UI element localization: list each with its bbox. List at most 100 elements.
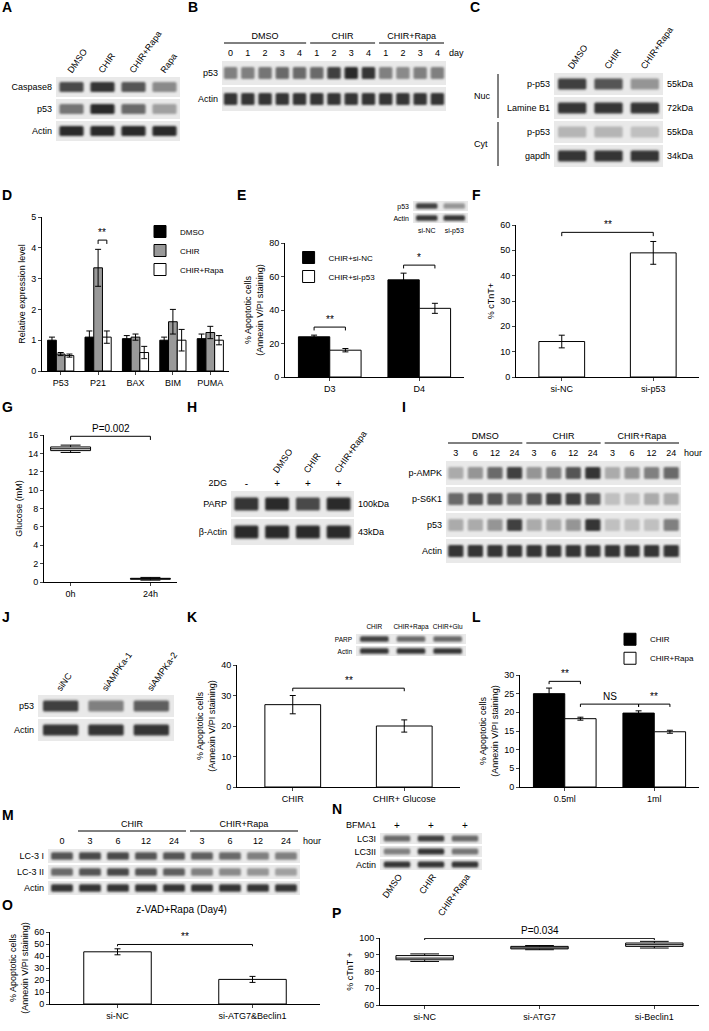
- svg-text:4: 4: [366, 48, 371, 58]
- svg-text:p-S6K1: p-S6K1: [412, 494, 442, 504]
- svg-text:+: +: [336, 478, 342, 489]
- svg-text:12: 12: [568, 448, 578, 458]
- svg-text:p53: p53: [37, 104, 52, 114]
- svg-text:LC3I: LC3I: [357, 834, 376, 844]
- svg-text:Actin: Actin: [198, 94, 218, 104]
- svg-text:20: 20: [504, 707, 514, 717]
- svg-text:6: 6: [115, 836, 120, 846]
- svg-text:DMSO: DMSO: [180, 228, 204, 237]
- svg-text:CHIR: CHIR: [553, 431, 575, 441]
- svg-text:1ml: 1ml: [647, 794, 662, 804]
- svg-text:G: G: [2, 399, 13, 415]
- svg-text:Rapa: Rapa: [158, 52, 179, 75]
- svg-text:P=0.034: P=0.034: [521, 925, 559, 936]
- svg-text:+: +: [305, 478, 311, 489]
- svg-text:0: 0: [226, 782, 231, 792]
- svg-text:CHIR: CHIR: [602, 47, 623, 71]
- svg-text:PARP: PARP: [203, 499, 227, 509]
- svg-text:2: 2: [400, 48, 405, 58]
- svg-text:A: A: [2, 0, 12, 15]
- svg-text:**: **: [650, 691, 658, 702]
- svg-text:Actin: Actin: [393, 215, 409, 222]
- svg-text:J: J: [2, 609, 10, 625]
- svg-text:LC-3 I: LC-3 I: [19, 851, 44, 861]
- svg-text:CHIR: CHIR: [332, 31, 354, 41]
- svg-text:+: +: [428, 820, 434, 831]
- svg-text:6: 6: [33, 522, 38, 532]
- svg-text:CHIR+si-p53: CHIR+si-p53: [329, 273, 376, 282]
- svg-text:PARP: PARP: [335, 636, 352, 643]
- svg-text:0: 0: [31, 366, 36, 376]
- svg-text:20: 20: [34, 975, 44, 985]
- svg-text:Actin: Actin: [422, 546, 442, 556]
- svg-text:p-AMPK: p-AMPK: [408, 468, 442, 478]
- svg-text:% Apoptotic cells(Annexin V/PI: % Apoptotic cells(Annexin V/PI staining): [8, 922, 30, 1014]
- svg-text:12: 12: [141, 836, 151, 846]
- svg-text:CHIR: CHIR: [650, 635, 670, 644]
- svg-text:2: 2: [263, 48, 268, 58]
- svg-text:% Apoptotic cells(Annexin V/PI: % Apoptotic cells(Annexin V/PI staining): [478, 685, 500, 777]
- svg-text:D4: D4: [413, 384, 425, 394]
- svg-text:6: 6: [227, 836, 232, 846]
- svg-text:50: 50: [34, 939, 44, 949]
- svg-text:70: 70: [364, 983, 374, 993]
- svg-text:10: 10: [34, 987, 44, 997]
- svg-text:20: 20: [221, 721, 231, 731]
- svg-text:DMSO: DMSO: [271, 447, 295, 475]
- svg-text:Actin: Actin: [32, 126, 52, 136]
- svg-text:2: 2: [33, 559, 38, 569]
- svg-text:P53: P53: [53, 378, 69, 388]
- svg-text:CHIR: CHIR: [121, 819, 143, 829]
- svg-text:si-NC: si-NC: [413, 1012, 436, 1022]
- svg-text:B: B: [188, 0, 198, 15]
- svg-text:40: 40: [34, 951, 44, 961]
- svg-text:+: +: [394, 820, 400, 831]
- svg-text:60: 60: [34, 927, 44, 937]
- svg-text:% cTnT+: % cTnT+: [486, 283, 496, 319]
- svg-text:Caspase8: Caspase8: [11, 82, 52, 92]
- svg-text:12: 12: [28, 467, 38, 477]
- svg-text:24: 24: [588, 448, 598, 458]
- svg-text:6: 6: [473, 448, 478, 458]
- svg-text:CHIR+ Glucose: CHIR+ Glucose: [373, 794, 436, 804]
- svg-text:CHIR+Rapa: CHIR+Rapa: [127, 29, 163, 75]
- svg-text:30: 30: [34, 963, 44, 973]
- svg-text:Relative expression level: Relative expression level: [17, 244, 27, 344]
- svg-text:12: 12: [490, 448, 500, 458]
- svg-text:100: 100: [359, 933, 374, 943]
- svg-text:% Apoptotic cells(Annexin V/PI: % Apoptotic cells(Annexin V/PI staining): [195, 680, 217, 772]
- svg-text:CHIR+si-NC: CHIR+si-NC: [329, 254, 373, 263]
- svg-text:CHIR+Rapa: CHIR+Rapa: [180, 266, 224, 275]
- svg-text:24: 24: [666, 448, 676, 458]
- svg-text:4: 4: [297, 48, 302, 58]
- svg-text:P: P: [332, 905, 341, 921]
- svg-text:10: 10: [500, 347, 510, 357]
- svg-text:1: 1: [245, 48, 250, 58]
- svg-text:40: 40: [269, 305, 279, 315]
- svg-text:0: 0: [509, 782, 514, 792]
- svg-text:2DG: 2DG: [208, 478, 227, 488]
- svg-text:CHIR+Rapa: CHIR+Rapa: [333, 429, 369, 475]
- svg-text:H: H: [187, 399, 197, 415]
- svg-text:p-p53: p-p53: [527, 127, 550, 137]
- svg-text:30: 30: [500, 296, 510, 306]
- svg-text:Actin: Actin: [14, 725, 34, 735]
- svg-text:3: 3: [280, 48, 285, 58]
- svg-text:0: 0: [39, 999, 44, 1009]
- svg-text:6: 6: [630, 448, 635, 458]
- svg-text:30: 30: [221, 691, 231, 701]
- svg-text:siAMPKa-1: siAMPKa-1: [100, 650, 134, 693]
- svg-text:40: 40: [500, 271, 510, 281]
- svg-text:90: 90: [364, 950, 374, 960]
- svg-text:CHIR: CHIR: [282, 794, 304, 804]
- svg-text:% Apoptotic cells(Annexin V/PI: % Apoptotic cells(Annexin V/PI staining): [243, 264, 265, 356]
- svg-text:CHIR: CHIR: [180, 247, 200, 256]
- svg-text:CHIR+Rapa: CHIR+Rapa: [393, 623, 429, 631]
- svg-text:*: *: [417, 252, 421, 263]
- svg-text:si-p53: si-p53: [641, 384, 666, 394]
- svg-text:D: D: [2, 187, 12, 203]
- svg-text:0h: 0h: [66, 589, 76, 599]
- svg-text:gapdh: gapdh: [525, 151, 550, 161]
- svg-text:60: 60: [500, 220, 510, 230]
- svg-text:3: 3: [418, 48, 423, 58]
